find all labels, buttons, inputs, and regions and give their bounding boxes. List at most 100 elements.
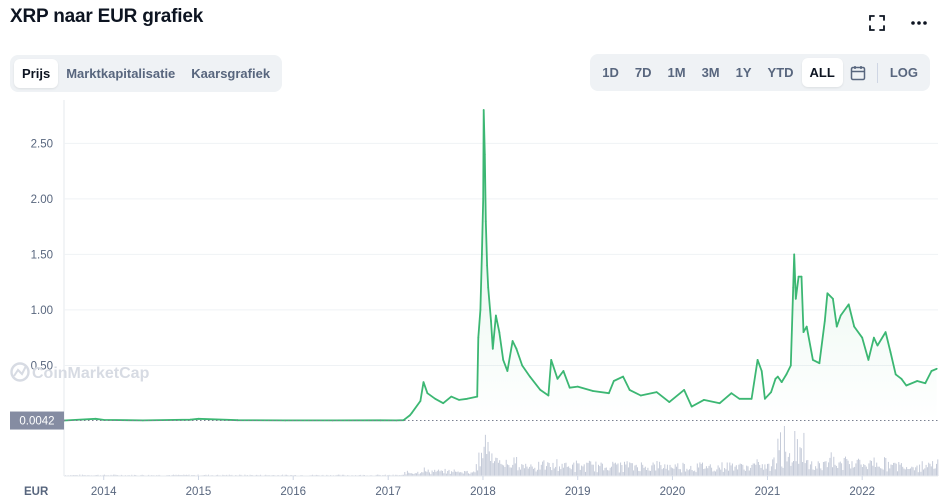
range-ytd[interactable]: YTD xyxy=(767,65,794,80)
price-point xyxy=(434,397,437,400)
volume-bar xyxy=(478,452,480,476)
volume-bar xyxy=(457,471,459,476)
volume-bar xyxy=(704,468,706,476)
volume-bar xyxy=(936,463,937,476)
volume-bar xyxy=(102,474,104,476)
volume-bar xyxy=(669,464,671,476)
volume-bar xyxy=(414,473,416,476)
volume-bar xyxy=(131,474,133,476)
volume-bar xyxy=(796,439,798,476)
volume-bar xyxy=(681,472,683,476)
volume-bar xyxy=(557,471,559,476)
volume-bar xyxy=(473,471,475,476)
price-point xyxy=(668,401,671,403)
range-1m[interactable]: 1M xyxy=(667,65,686,80)
volume-bar xyxy=(695,472,697,476)
volume-bar xyxy=(553,468,555,476)
volume-bar xyxy=(659,461,661,476)
volume-bar xyxy=(768,463,770,476)
volume-bar xyxy=(646,470,648,476)
y-tick-label: 1.50 xyxy=(31,249,53,261)
price-point xyxy=(832,297,834,300)
volume-bar xyxy=(426,471,428,476)
volume-bar xyxy=(395,474,397,476)
price-point xyxy=(506,370,509,372)
volume-bar xyxy=(664,464,666,476)
volume-bar xyxy=(798,463,800,476)
volume-bar xyxy=(378,474,380,476)
volume-bar xyxy=(730,465,732,476)
volume-bar xyxy=(114,474,116,476)
volume-bar xyxy=(421,472,423,476)
range-all[interactable]: ALL xyxy=(801,58,843,87)
tab-candlestick[interactable]: Kaarsgrafiek xyxy=(191,66,271,81)
fullscreen-icon[interactable] xyxy=(866,12,888,34)
volume-bar xyxy=(898,462,900,476)
price-chart[interactable]: 0.50 1.00 1.50 2.00 2.50 CoinMarketCap 0.0042 2… xyxy=(0,100,940,502)
volume-bar xyxy=(661,469,663,476)
volume-bar xyxy=(175,474,177,476)
volume-bar xyxy=(483,446,485,476)
more-horizontal-icon[interactable] xyxy=(908,12,930,34)
volume-bar xyxy=(742,464,744,476)
tab-market-cap[interactable]: Marktkapitalisatie xyxy=(66,66,176,81)
price-point xyxy=(930,370,933,372)
volume-bar xyxy=(872,465,874,476)
volume-bar xyxy=(560,469,562,476)
volume-bar xyxy=(425,471,427,476)
volume-bar xyxy=(925,464,927,476)
volume-bar xyxy=(569,467,571,476)
range-1d[interactable]: 1D xyxy=(602,65,619,80)
volume-bar xyxy=(438,469,440,476)
range-7d[interactable]: 7D xyxy=(634,65,652,80)
volume-bar xyxy=(533,468,534,476)
volume-bar xyxy=(808,469,810,476)
volume-bar xyxy=(651,465,653,476)
volume-bar xyxy=(265,474,267,476)
volume-bar xyxy=(737,469,739,476)
volume-bar xyxy=(621,465,623,476)
volume-bar xyxy=(642,464,644,476)
volume-bar xyxy=(842,470,844,476)
volume-bar xyxy=(625,464,627,476)
volume-bar xyxy=(804,463,806,476)
volume-bar xyxy=(110,474,112,476)
price-point xyxy=(490,320,492,322)
volume-bar xyxy=(436,470,438,476)
volume-bar xyxy=(663,468,664,476)
volume-bar xyxy=(315,474,317,476)
price-point xyxy=(805,325,808,328)
volume-bar xyxy=(778,450,780,476)
volume-bar xyxy=(544,469,546,476)
volume-bar xyxy=(620,462,622,476)
volume-bar xyxy=(575,460,577,476)
range-1y[interactable]: 1Y xyxy=(735,65,752,80)
volume-bar xyxy=(854,466,856,476)
price-point xyxy=(477,336,480,339)
volume-bar xyxy=(338,474,339,476)
tab-price[interactable]: Prijs xyxy=(14,59,59,88)
log-toggle[interactable]: LOG xyxy=(889,65,918,80)
range-3m[interactable]: 3M xyxy=(701,65,720,80)
volume-bar xyxy=(731,463,733,476)
volume-bar xyxy=(691,470,693,476)
price-point xyxy=(876,344,879,347)
volume-bar xyxy=(599,466,601,476)
volume-bar xyxy=(686,468,688,476)
volume-bar xyxy=(886,471,888,476)
volume-bar xyxy=(612,461,614,476)
volume-bar xyxy=(679,469,681,476)
volume-bar xyxy=(811,461,813,476)
price-line xyxy=(63,109,938,422)
price-point xyxy=(529,375,531,378)
calendar-icon[interactable] xyxy=(843,58,873,87)
price-point xyxy=(547,394,550,397)
volume-bar xyxy=(552,462,554,476)
volume-bar xyxy=(586,462,588,476)
price-area xyxy=(64,110,937,421)
price-point xyxy=(718,402,721,405)
volume-bar xyxy=(556,459,558,476)
volume-bar xyxy=(683,464,685,476)
volume-bar xyxy=(633,470,635,476)
volume-bar xyxy=(700,463,702,476)
